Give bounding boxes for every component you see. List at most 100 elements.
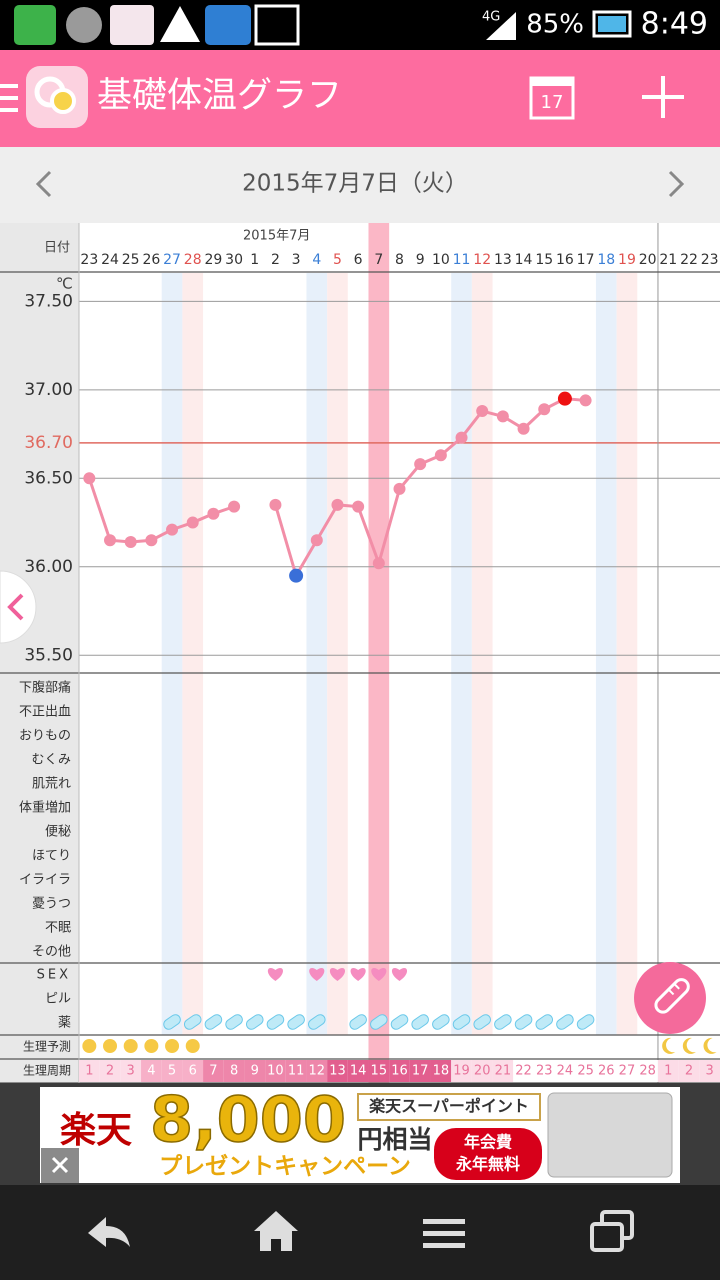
menu-line [0,108,18,112]
saturday-stripe [595,273,617,1035]
forecast-dot [103,1039,118,1053]
unit-label: ℃ [56,275,73,293]
cycle-cell [699,1060,720,1082]
add-button[interactable] [642,76,684,118]
menu-button[interactable] [0,84,18,112]
next-day-button[interactable] [668,170,685,198]
column-stripes [161,223,638,1083]
temperature-point [186,516,199,529]
pill [287,1014,305,1030]
day-label: 6 [354,252,363,268]
ad-point: 楽天スーパーポイント [368,1097,529,1116]
sunday-stripe [182,273,204,1035]
y-tick-label: 37.00 [24,380,73,400]
pill [349,1014,367,1030]
calendar-day: 17 [541,92,564,113]
pill [514,1014,533,1030]
temperature-point [83,472,96,485]
ad-banner[interactable]: 楽天 8,000 円相当 プレゼントキャンペーン 楽天スーパーポイント 年会費 … [40,1082,680,1183]
network: 4G [482,10,500,25]
day-label: 8 [395,252,404,268]
temperature-point [228,500,241,513]
cycle-cell [575,1060,596,1082]
ad-campaign: プレゼントキャンペーン [159,1154,411,1180]
day-label: 28 [184,252,202,268]
temperature-point [579,394,592,407]
temperature-point [517,422,530,435]
recents-button[interactable] [590,1210,634,1252]
clock: 8:49 [641,7,708,42]
graph-grid: 23 24 25 26 27 28 29 30 1 2 3 4 5 6 7 8 9 10 11 12 13 14 15 16 1… [0,223,720,1084]
prev-day-button[interactable] [35,170,52,198]
cycle-cell [492,1060,514,1082]
side-tab-arrow [7,593,24,621]
forecast-moon [682,1037,696,1054]
day-label: 21 [659,252,677,268]
back-button[interactable] [88,1217,130,1247]
status-icon [205,5,251,45]
saturday-stripe [161,273,183,1035]
calendar-button[interactable]: 17 [529,76,575,120]
cycle-day: 23 [536,1064,553,1079]
day-label: 10 [432,252,450,268]
cycle-cell [616,1060,638,1082]
day-label: 19 [618,252,636,268]
day-label: 4 [312,252,321,268]
symptom-label: 肌荒れ [32,777,71,792]
pill [204,1014,223,1030]
menu-line [0,84,18,88]
status-icon [160,6,200,42]
cycle-day: 4 [147,1064,155,1079]
symptom-label: 不正出血 [19,705,71,720]
symptom-label: 便秘 [45,825,71,840]
symptom-label: その他 [32,945,71,960]
cycle-cell [99,1060,121,1082]
ad-free: 永年無料 [455,1155,520,1174]
ad-close-button[interactable] [41,1148,79,1183]
day-label: 9 [416,252,425,268]
saturday-stripe [306,273,328,1035]
y-tick-label: 36.00 [24,557,73,577]
status-icon [110,5,154,45]
menu-nav-button[interactable] [423,1219,465,1248]
cycle-cell [347,1060,369,1082]
pill [535,1014,554,1030]
calendar-icon [531,78,573,86]
day-label: 29 [204,252,222,268]
app-bar [0,50,720,147]
cycle-day: 13 [329,1064,346,1079]
symptom-label: 体重増加 [19,800,71,816]
selected-stripe [368,223,390,1083]
temperature-point [476,405,489,418]
day-label: 20 [639,252,657,268]
temperature-point [310,534,323,547]
ad-card [547,1092,673,1178]
forecast-moon [703,1037,717,1054]
pill [556,1014,574,1030]
status-icon [254,4,300,46]
cycle-cell [430,1060,452,1082]
cycle-day: 24 [557,1064,574,1079]
heart [371,968,387,981]
temperature-point [207,507,220,520]
side-tab[interactable] [0,570,37,644]
day-label: 14 [515,252,533,268]
cycle-day: 28 [639,1064,656,1079]
thermometer-button[interactable] [634,962,706,1034]
cycle-day: 22 [515,1064,532,1079]
symptom-label: 憂うつ [32,897,71,912]
cycle-cell [451,1060,472,1082]
forecast-dot [165,1039,180,1053]
cycle-day: 18 [433,1064,450,1079]
signal-icon [486,12,516,40]
home-button[interactable] [254,1211,298,1251]
pill [432,1014,450,1030]
day-label: 12 [473,252,491,268]
cycle-day: 26 [598,1064,615,1079]
cycle-day: 10 [267,1064,284,1079]
status-icon [66,7,102,43]
close-icon [51,1156,69,1174]
symptom-label: ほてり [32,849,71,864]
